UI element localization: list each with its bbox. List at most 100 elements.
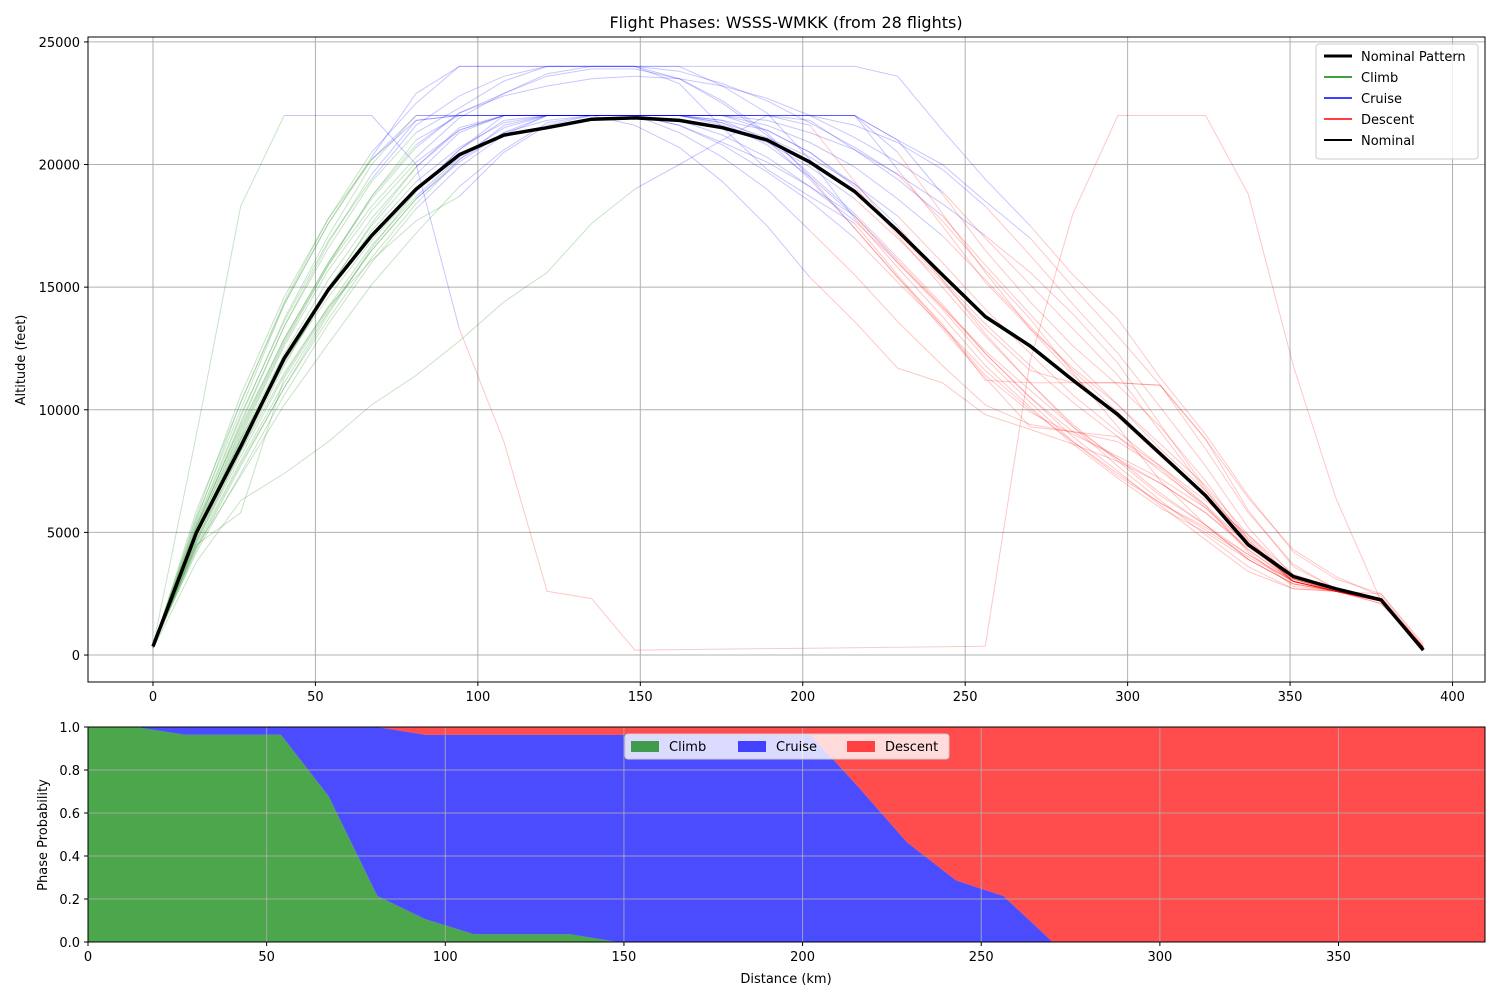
cruise-segment xyxy=(415,115,811,192)
phase-areas xyxy=(88,727,1485,942)
altitude-ticks: 0 50 100 150 200 250 300 350 400 0 5000 10000 15000 2… xyxy=(39,36,1465,705)
legend-box xyxy=(1315,43,1479,160)
descent-segment xyxy=(809,124,1424,650)
nominal-pattern xyxy=(151,116,1425,652)
cruise-segment xyxy=(415,115,898,175)
climb-segment xyxy=(152,196,417,647)
y-tick-label: 0.0 xyxy=(59,936,80,951)
descent-segment xyxy=(854,218,1424,649)
descent-segment xyxy=(942,191,1424,649)
descent-segment xyxy=(897,173,1424,649)
cruise-segment xyxy=(371,115,898,175)
altitude-legend: Nominal Pattern Climb Cruise Descent Nominal xyxy=(1315,43,1479,160)
cruise-segment xyxy=(415,115,811,278)
descent-segment xyxy=(1029,225,1424,647)
climb-segment xyxy=(152,159,460,646)
x-tick-label: 200 xyxy=(790,690,815,705)
descent-segment xyxy=(854,215,1424,649)
descent-segment xyxy=(1029,237,1424,649)
phase-legend: Climb Cruise Descent xyxy=(624,733,950,760)
cruise-segment xyxy=(415,75,943,192)
climb-segment xyxy=(152,208,417,646)
climb-segment xyxy=(503,188,636,303)
cruise-segment xyxy=(458,115,856,187)
climb-segment xyxy=(152,178,373,646)
y-tick-label: 0.6 xyxy=(59,807,80,822)
nominal-line xyxy=(151,116,1425,652)
legend-swatch xyxy=(631,741,659,752)
descent-area xyxy=(88,727,1485,942)
climb-segment xyxy=(152,181,417,647)
cruise-segment xyxy=(415,115,856,229)
legend-swatch xyxy=(738,741,766,752)
y-tick-label: 0.2 xyxy=(59,893,80,908)
descent-segment xyxy=(897,225,1424,649)
descent-segment xyxy=(854,227,1424,649)
x-tick-label: 0 xyxy=(84,950,92,965)
cruise-segment xyxy=(284,115,460,329)
y-tick-label: 0.8 xyxy=(59,764,80,779)
legend-label: Cruise xyxy=(776,740,817,755)
x-tick-label: 200 xyxy=(790,950,815,965)
legend-label: Climb xyxy=(669,740,706,755)
descent-segment xyxy=(854,223,1424,649)
y-tick-label: 0.4 xyxy=(59,850,80,865)
cruise-segment xyxy=(458,115,855,200)
altitude-chart: Flight Phases: WSSS-WMKK (from 28 flight… xyxy=(14,13,1486,705)
descent-segment xyxy=(458,115,1424,651)
descent-segment xyxy=(809,276,1424,649)
cruise-segment xyxy=(416,115,943,195)
climb-segment xyxy=(152,195,460,646)
legend-label: Nominal xyxy=(1361,134,1415,149)
cruise-segment xyxy=(415,115,898,217)
cruise-segment xyxy=(415,115,943,237)
x-tick-label: 350 xyxy=(1326,950,1351,965)
legend-swatch xyxy=(847,741,875,752)
x-tick-label: 100 xyxy=(433,950,458,965)
phase-probability-chart: 0 50 100 150 200 250 300 3500.00.20.40.60.81.0 … xyxy=(36,721,1486,987)
y-tick-label: 15000 xyxy=(39,281,80,296)
cruise-segment xyxy=(415,65,986,237)
climb-segment xyxy=(152,156,373,648)
climb-segment xyxy=(152,115,285,647)
climb-area xyxy=(88,727,1485,942)
legend-label: Climb xyxy=(1361,71,1398,86)
climb-segment xyxy=(152,191,417,648)
legend-label: Cruise xyxy=(1361,92,1402,107)
y-tick-label: 20000 xyxy=(39,159,80,174)
chart-title: Flight Phases: WSSS-WMKK (from 28 flight… xyxy=(609,13,962,32)
cruise-segment xyxy=(415,115,898,170)
altitude-plot-frame xyxy=(87,36,1486,683)
climb-segment xyxy=(152,166,417,648)
cruise-segment xyxy=(634,115,1031,239)
climb-segment xyxy=(152,159,373,647)
x-tick-label: 250 xyxy=(969,950,994,965)
descent-segment xyxy=(854,237,1424,647)
descent-segment xyxy=(854,213,1424,647)
climb-segment xyxy=(152,115,417,648)
probability-plot-frame xyxy=(87,726,1486,943)
cruise-segment xyxy=(415,65,856,219)
cruise-area xyxy=(88,727,1485,942)
climb-segment xyxy=(152,301,505,650)
probability-ticks: 0 50 100 150 200 250 300 350 0.0 0.2 0.4 0.6 0.8 1.0 xyxy=(59,721,1351,965)
descent-segment xyxy=(984,235,1424,649)
cruise-segment xyxy=(415,68,811,178)
x-tick-label: 250 xyxy=(953,690,978,705)
x-tick-label: 150 xyxy=(628,690,653,705)
cruise-segment xyxy=(415,115,811,232)
y-tick-label: 0 xyxy=(72,649,80,664)
descent-segment xyxy=(897,152,1424,649)
x-tick-label: 150 xyxy=(612,950,637,965)
climb-segment xyxy=(152,132,417,648)
descent-segment xyxy=(854,220,1424,649)
legend-label: Descent xyxy=(885,740,938,755)
climb-segment xyxy=(152,147,417,646)
x-tick-label: 50 xyxy=(307,690,324,705)
descent-segment xyxy=(809,176,1424,649)
legend-label: Nominal Pattern xyxy=(1361,50,1466,65)
x-tick-label: 400 xyxy=(1440,690,1465,705)
climb-segment xyxy=(152,152,373,648)
x-tick-label: 0 xyxy=(149,690,157,705)
legend-label: Descent xyxy=(1361,113,1414,128)
